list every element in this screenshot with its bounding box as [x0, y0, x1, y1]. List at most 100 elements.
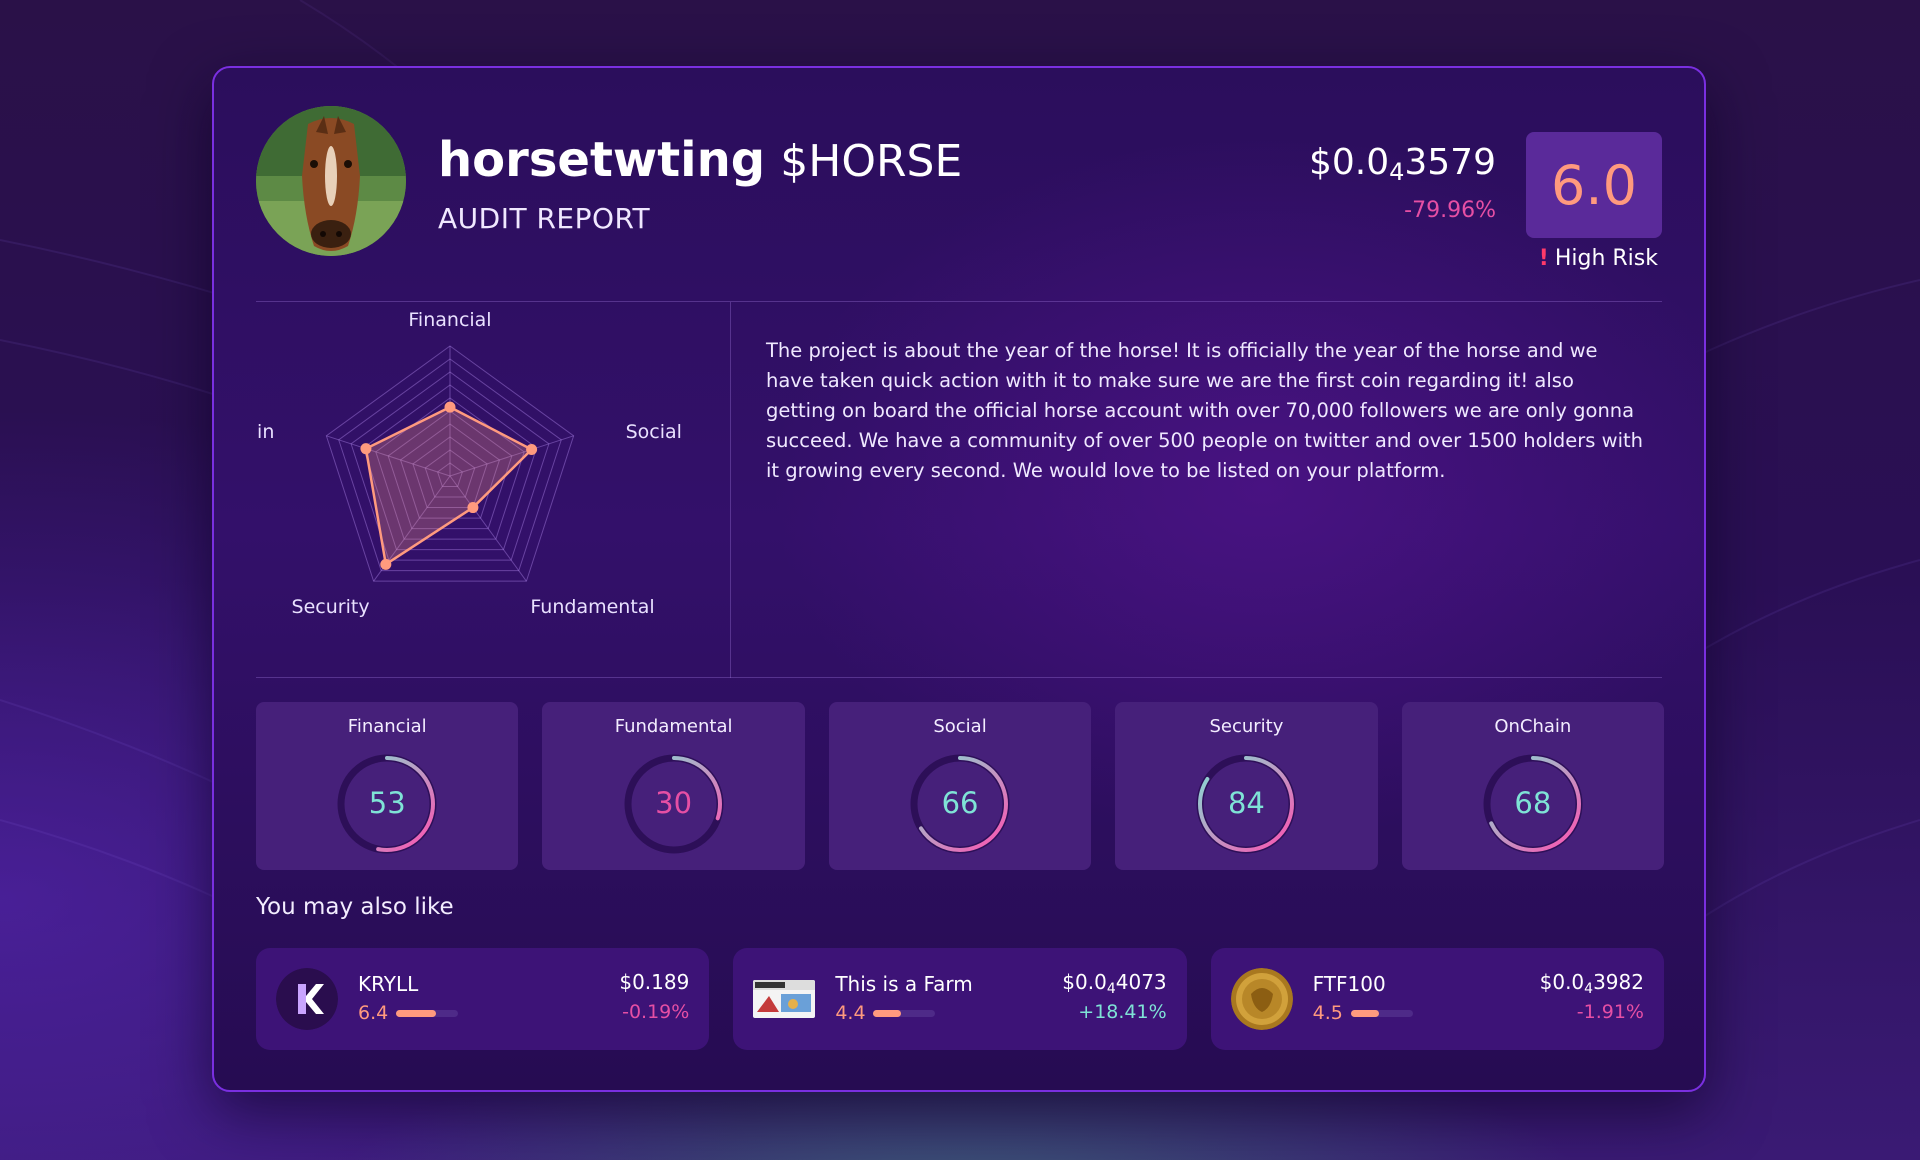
rec-score: 6.4 [358, 1002, 389, 1024]
radar-point-fundamental [467, 502, 479, 514]
rec-change: -0.19% [622, 1001, 690, 1023]
radar-point-financial [444, 401, 456, 413]
rec-score-bar-fill [873, 1010, 901, 1017]
rec-score-bar [1350, 1010, 1413, 1017]
overall-score: 6.0 [1551, 153, 1637, 217]
kryll-logo-icon [276, 968, 338, 1030]
gauge-arc [912, 756, 1009, 852]
score-gauge [624, 754, 724, 854]
recommendations-heading: You may also like [256, 894, 454, 920]
radar-grid-ring [412, 436, 488, 509]
exclamation-icon: ! [1538, 246, 1549, 271]
radar-grid-ring [375, 397, 525, 540]
gauge-arc [1198, 756, 1295, 852]
rec-price-zero-count: 4 [1584, 981, 1594, 997]
horse-avatar-icon [256, 106, 406, 256]
metric-value: 30 [655, 786, 693, 820]
radar-grid-ring [325, 345, 575, 582]
price-change: -79.96% [1404, 198, 1496, 223]
rec-name: This is a Farm [835, 972, 973, 996]
gauge-arc [1484, 756, 1581, 852]
report-subtitle: AUDIT REPORT [438, 202, 651, 235]
rec-name: KRYLL [358, 972, 419, 996]
price-prefix: $0.0 [1308, 142, 1390, 183]
radar-grid-ring [387, 410, 513, 530]
radar-data-area [364, 405, 533, 566]
risk-label: High Risk [1554, 246, 1658, 271]
risk-indicator: ! High Risk [1539, 246, 1658, 271]
rec-change: -1.91% [1576, 1001, 1644, 1023]
metric-tile-security[interactable]: Security 84 [1115, 702, 1378, 870]
radar-grid-ring [338, 358, 562, 572]
score-gauge [1483, 754, 1583, 854]
recommendation-card-this-is-a-farm[interactable]: This is a Farm 4.4 $0.044073 +18.41% [733, 948, 1187, 1050]
rec-change: +18.41% [1078, 1001, 1167, 1023]
rec-price-prefix: $0.0 [1539, 970, 1585, 994]
radar-grid-ring [350, 371, 550, 561]
radar-grid-ring [424, 449, 476, 498]
metric-label: Fundamental [614, 716, 733, 737]
audit-report-card: horsetwting $HORSE AUDIT REPORT $0.04357… [212, 66, 1706, 1092]
rec-price-zero-count: 4 [1106, 981, 1116, 997]
score-gauge [1196, 754, 1296, 854]
farm-logo-icon [753, 980, 816, 1018]
radar-axis-label: Social [626, 421, 682, 443]
radar-point-onchain [360, 443, 372, 455]
rec-price-prefix: $0.0 [1062, 970, 1107, 994]
metric-value: 84 [1227, 786, 1265, 820]
section-divider [730, 302, 731, 678]
radar-grid-ring [437, 462, 463, 488]
price-zero-count: 4 [1389, 158, 1405, 186]
recommendation-card-kryll[interactable]: KRYLL 6.4 $0.189 -0.19% [256, 948, 710, 1050]
radar-grid-ring [362, 384, 538, 551]
radar-spoke [449, 435, 574, 477]
radar-axis-label: Fundamental [530, 596, 654, 618]
token-price: $0.043579 [1309, 142, 1496, 186]
metric-tile-fundamental[interactable]: Fundamental 30 [542, 702, 805, 870]
radar-grid-ring [399, 423, 501, 519]
metric-value: 66 [941, 786, 979, 820]
metric-tile-social[interactable]: Social 66 [828, 702, 1092, 870]
score-gauge [910, 754, 1010, 854]
recommendation-card-ftf100[interactable]: FTF100 4.5 $0.043982 -1.91% [1210, 948, 1664, 1050]
metric-tile-onchain[interactable]: OnChain 68 [1401, 702, 1665, 870]
metric-tiles: Financial 53 Fundamental 30 Social 66 Se… [256, 702, 1665, 870]
radar-point-security [380, 558, 392, 570]
overall-score-badge: 6.0 [1526, 132, 1662, 238]
rec-score-bar-fill [1350, 1010, 1379, 1017]
radar-spoke [449, 475, 527, 582]
metric-label: Security [1209, 716, 1284, 737]
radar-point-social [526, 443, 538, 455]
metric-label: Social [933, 716, 987, 737]
metric-label: Financial [347, 716, 427, 737]
ftf100-coin-icon [1230, 968, 1293, 1030]
radar-axis-label: Security [292, 596, 370, 618]
rec-price: $0.044073 [1062, 970, 1166, 997]
metric-label: OnChain [1494, 716, 1572, 737]
gauge-arc [625, 756, 722, 852]
rec-price-digits: 4073 [1115, 970, 1167, 994]
content-divider [256, 677, 1662, 678]
token-avatar [256, 106, 406, 256]
rec-score: 4.4 [835, 1002, 866, 1024]
rec-score: 4.5 [1312, 1002, 1343, 1024]
token-name: horsetwting [438, 132, 766, 188]
metric-value: 68 [1514, 786, 1552, 820]
rec-name: FTF100 [1312, 972, 1386, 996]
rec-price: $0.189 [619, 970, 689, 997]
metric-tile-financial[interactable]: Financial 53 [256, 702, 519, 870]
token-ticker: $HORSE [780, 136, 963, 187]
rec-price: $0.043982 [1540, 970, 1644, 997]
radar-axis-label: Financial [408, 309, 491, 331]
radar-chart: Financial Social Fundamental Security OnChai… [256, 309, 682, 618]
rec-price-prefix: $0.189 [619, 970, 690, 994]
token-title: horsetwting $HORSE [438, 132, 962, 188]
radar-spoke [326, 435, 451, 477]
rec-score-bar [396, 1010, 458, 1017]
price-digits: 3579 [1404, 142, 1496, 183]
header-divider [256, 301, 1662, 302]
metric-value: 53 [368, 786, 406, 820]
rec-score-bar-fill [396, 1010, 436, 1017]
recommendations-list: KRYLL 6.4 $0.189 -0.19% This is a Farm 4… [256, 948, 1664, 1050]
rec-price-digits: 3982 [1593, 970, 1644, 994]
